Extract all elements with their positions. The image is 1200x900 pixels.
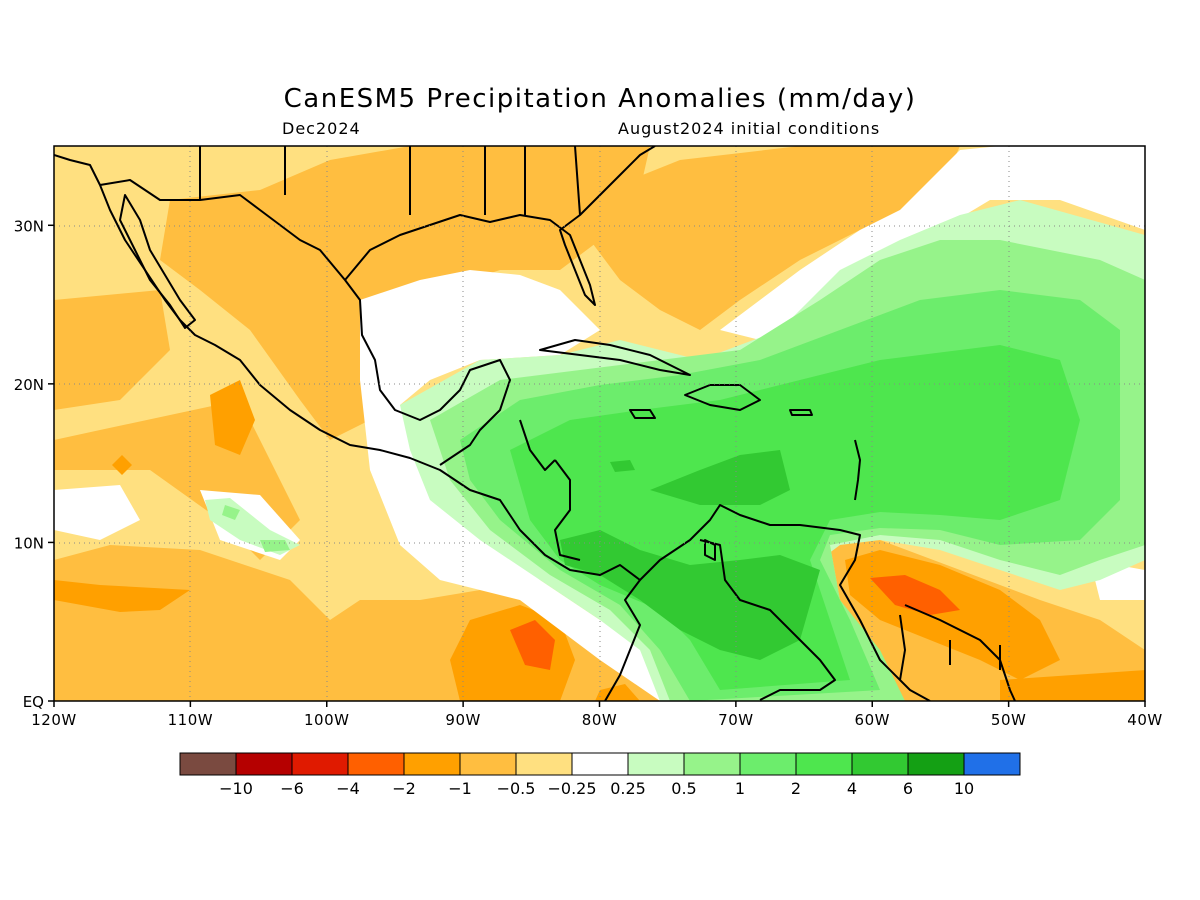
lesser-antilles [854, 439, 861, 501]
colorbar-label: −4 [336, 779, 360, 798]
colorbar-swatch [739, 752, 797, 776]
colorbar-label: −0.25 [547, 779, 596, 798]
south-america-north-coast [639, 504, 931, 701]
anomaly-pacific-ocean-1 [210, 380, 255, 455]
colorbar-label: 0.25 [610, 779, 646, 798]
lon-tick-label: 40W [1127, 711, 1162, 729]
colorbar-swatch [515, 752, 573, 776]
gulf-coastline-north [344, 146, 656, 306]
pacific-coastline [54, 154, 641, 701]
anomaly-guianas-core [870, 575, 960, 615]
forecast-month: Dec2024 [282, 119, 361, 138]
colorbar-swatch [963, 752, 1021, 776]
positive-anomaly-core-1 [650, 450, 790, 505]
anomaly-colombia-coast [595, 684, 640, 701]
venezuela-colombia-border [699, 539, 836, 701]
colorbar-swatch [683, 752, 741, 776]
colorbar-label: −0.5 [497, 779, 536, 798]
hispaniola-outline [684, 384, 761, 411]
puerto-rico-outline [789, 409, 813, 416]
near-zero-pacific-1 [54, 485, 140, 540]
colorbar-label: 1 [735, 779, 745, 798]
colorbar-swatch [851, 752, 909, 776]
positive-anomaly-pacific-core-2 [260, 540, 290, 552]
gulf-coastline-west [99, 179, 511, 466]
anomaly-pacific-ocean-2 [112, 455, 132, 475]
colorbar-swatch [291, 752, 349, 776]
map-title: CanESM5 Precipitation Anomalies (mm/day) [283, 84, 917, 114]
near-zero-gulf-band [360, 270, 660, 701]
colorbar-swatch [179, 752, 237, 776]
colorbar-swatch [459, 752, 517, 776]
coastlines [54, 146, 1016, 701]
lon-tick-label: 120W [31, 711, 76, 729]
lat-tick-label: 20N [14, 376, 44, 394]
colorbar-label: 2 [791, 779, 801, 798]
colorbar-swatch [571, 752, 629, 776]
colorbar: −10 −6 −4 −2 −1 −0.5 −0.25 0.25 0.5 1 2 4 6 10 [179, 752, 1021, 798]
colorbar-swatch [347, 752, 405, 776]
anomaly-atlantic-subtropical [580, 146, 960, 330]
positive-anomaly-core-2 [610, 460, 635, 472]
lon-tick-label: 50W [991, 711, 1026, 729]
axes: 120W 110W 100W 90W 80W 70W 60W 50W 40W EQ 10N 20N 30… [14, 217, 1163, 729]
us-state-borders [199, 146, 581, 216]
colorbar-label: −1 [448, 779, 472, 798]
guianas-coastline [904, 604, 1016, 701]
colorbar-label: −6 [280, 779, 304, 798]
anomaly-east-pacific-core [510, 620, 555, 670]
lake-maracaibo [704, 539, 716, 561]
lon-tick-label: 70W [718, 711, 753, 729]
colorbar-label: −10 [219, 779, 253, 798]
guianas-borders [899, 614, 1001, 681]
lon-tick-label: 100W [304, 711, 349, 729]
colorbar-swatch [403, 752, 461, 776]
yucatan-borders [519, 419, 556, 471]
colorbar-label: 0.5 [671, 779, 696, 798]
baja-california [119, 194, 196, 329]
lat-tick-label: EQ [23, 693, 44, 711]
colorbar-swatch [627, 752, 685, 776]
positive-anomaly-south-america [560, 530, 820, 660]
gridlines [54, 146, 1145, 701]
jamaica-outline [629, 409, 656, 419]
lon-tick-label: 60W [855, 711, 890, 729]
lat-tick-label: 30N [14, 217, 44, 235]
lon-tick-label: 80W [582, 711, 617, 729]
initial-conditions: August2024 initial conditions [618, 119, 881, 138]
anomaly-brazil-coast [1000, 670, 1145, 701]
lon-tick-label: 110W [168, 711, 213, 729]
cuba-outline [539, 339, 691, 376]
colorbar-swatch [907, 752, 965, 776]
anomaly-west-coast [54, 290, 170, 410]
anomaly-field [54, 146, 1145, 701]
anomaly-pacific-ocean-3 [54, 580, 190, 612]
central-america-east-coast [554, 459, 581, 561]
lon-tick-label: 90W [445, 711, 480, 729]
colorbar-label: 4 [847, 779, 857, 798]
colorbar-label: −2 [392, 779, 416, 798]
colorbar-label: 6 [903, 779, 913, 798]
colorbar-label: 10 [954, 779, 974, 798]
colorbar-swatch [235, 752, 293, 776]
colorbar-swatch [795, 752, 853, 776]
lat-tick-label: 10N [14, 534, 44, 552]
positive-anomaly-pacific-core [222, 505, 240, 520]
